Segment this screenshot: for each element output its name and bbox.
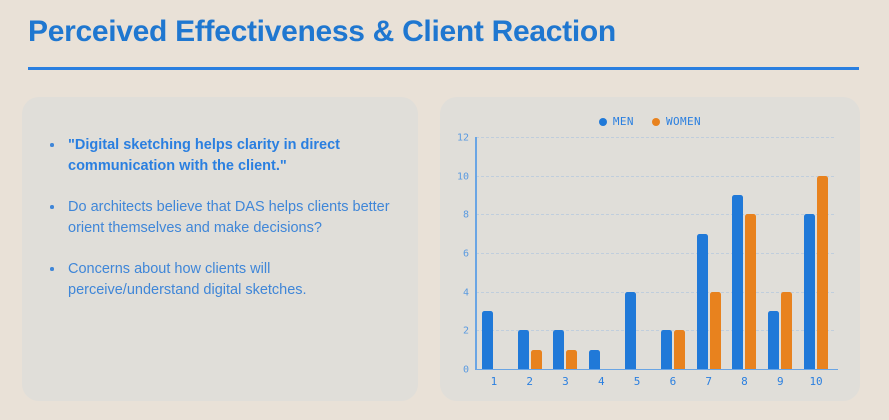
- bar-men-3: [553, 330, 565, 369]
- x-tick-label: 9: [776, 375, 784, 388]
- x-tick-label: 5: [633, 375, 641, 388]
- legend-label: WOMEN: [665, 115, 702, 128]
- bar-group: [727, 137, 763, 369]
- gridline: 2: [463, 326, 834, 337]
- bar-group: [691, 137, 727, 369]
- bullet-item: Concerns about how clients will perceive…: [46, 259, 396, 301]
- y-tick-label: 6: [462, 248, 469, 260]
- bar-men-2: [517, 330, 529, 369]
- bar-men-8: [732, 195, 744, 369]
- y-axis-line: [475, 137, 477, 369]
- legend-label: MEN: [612, 115, 634, 128]
- bar-group: [476, 137, 512, 369]
- bullet-dot-icon: [50, 267, 54, 271]
- bar-men-10: [804, 214, 816, 369]
- bullets-card: "Digital sketching helps clarity in dire…: [22, 97, 418, 401]
- bar-group: [619, 137, 655, 369]
- y-tick-label: 12: [456, 132, 469, 144]
- chart-bars: [476, 137, 834, 369]
- bar-men-4: [589, 349, 601, 369]
- bar-men-6: [660, 330, 672, 369]
- bar-group: [798, 137, 834, 369]
- chart-plot-area: 0 2 4 6 8 10 12: [457, 133, 838, 376]
- bar-group: [583, 137, 619, 369]
- gridline: 10: [457, 171, 834, 182]
- bullet-item: "Digital sketching helps clarity in dire…: [46, 135, 396, 177]
- bar-men-7: [696, 233, 708, 369]
- bar-men-9: [768, 311, 780, 369]
- bar-men-5: [625, 291, 637, 369]
- chart-card: MEN WOMEN 0 2 4 6 8 10 12 1 2 3 4 5 6 7 8 9 10: [440, 97, 860, 401]
- bar-women-3: [566, 349, 578, 369]
- bar-group: [548, 137, 584, 369]
- bar-women-9: [781, 291, 793, 369]
- gridline: 6: [463, 249, 834, 260]
- bar-group: [512, 137, 548, 369]
- legend-entry-women[interactable]: WOMEN: [651, 115, 702, 128]
- gridline: 4: [463, 287, 834, 298]
- bar-group: [655, 137, 691, 369]
- bar-women-10: [817, 175, 829, 369]
- bullet-text: Do architects believe that DAS helps cli…: [68, 199, 390, 236]
- x-axis-labels: 1 2 3 4 5 6 7 8 9 10: [476, 375, 834, 388]
- bullet-list: "Digital sketching helps clarity in dire…: [46, 135, 396, 301]
- bullet-text: "Digital sketching helps clarity in dire…: [68, 137, 340, 174]
- x-tick-label: 6: [669, 375, 677, 388]
- legend-dot-icon: [598, 117, 607, 126]
- gridline: 12: [457, 133, 834, 144]
- bar-women-8: [745, 214, 757, 369]
- y-tick-label: 0: [462, 364, 469, 376]
- chart-legend: MEN WOMEN: [440, 115, 860, 128]
- x-tick-label: 3: [562, 375, 569, 388]
- gridline: 8: [463, 210, 834, 221]
- x-tick-label: 2: [526, 375, 533, 388]
- y-tick-label: 8: [462, 209, 469, 221]
- title-divider: [28, 67, 859, 70]
- x-tick-label: 8: [741, 375, 748, 388]
- bar-women-2: [530, 349, 542, 369]
- y-tick-label: 4: [462, 287, 469, 299]
- legend-dot-icon: [651, 117, 660, 126]
- page-title: Perceived Effectiveness & Client Reactio…: [28, 15, 616, 48]
- x-tick-label: 4: [597, 375, 605, 388]
- x-tick-label: 1: [490, 375, 498, 388]
- x-tick-label: 10: [809, 375, 823, 388]
- y-tick-label: 10: [456, 171, 469, 183]
- y-tick-label: 2: [462, 325, 469, 337]
- bullet-text: Concerns about how clients will perceive…: [68, 261, 307, 298]
- bar-men-1: [481, 311, 493, 369]
- x-tick-label: 7: [705, 375, 712, 388]
- bar-group: [762, 137, 798, 369]
- bullet-dot-icon: [50, 143, 54, 147]
- bar-women-7: [709, 291, 721, 369]
- bullet-item: Do architects believe that DAS helps cli…: [46, 197, 396, 239]
- bullet-dot-icon: [50, 205, 54, 209]
- slide-header: Perceived Effectiveness & Client Reactio…: [28, 12, 861, 52]
- legend-entry-men[interactable]: MEN: [598, 115, 634, 128]
- x-axis-line: [475, 368, 838, 370]
- bar-women-6: [673, 330, 685, 369]
